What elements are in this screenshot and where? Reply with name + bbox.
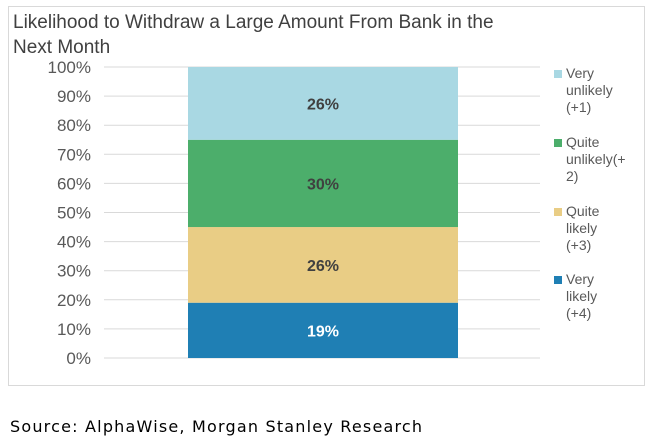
chart-title: Likelihood to Withdraw a Large Amount Fr…: [13, 12, 494, 58]
legend-label: likely: [566, 220, 597, 236]
bar-segment: [188, 227, 458, 303]
legend-label: (+4): [566, 305, 591, 321]
legend-label: (+3): [566, 237, 591, 253]
bar-segment: [188, 302, 458, 358]
legend-label: Very: [566, 65, 594, 81]
legend-label: (+1): [566, 99, 591, 115]
data-labels: 19% 26% 30% 26%: [307, 96, 339, 340]
data-label: 26%: [307, 96, 339, 113]
y-tick-label: 100%: [48, 58, 91, 77]
y-tick-label: 20%: [57, 291, 91, 310]
legend-swatch: [554, 70, 562, 78]
legend-label: Very: [566, 271, 594, 287]
legend-swatch: [554, 208, 562, 216]
y-tick-label: 10%: [57, 320, 91, 339]
y-tick-label: 80%: [57, 116, 91, 135]
y-tick-label: 90%: [57, 87, 91, 106]
y-tick-label: 0%: [66, 349, 91, 368]
bar-segment: [188, 67, 458, 140]
legend: Veryunlikely(+1)Quiteunlikely(+2)Quiteli…: [554, 65, 626, 321]
legend-label: unlikely: [566, 82, 613, 98]
legend-label: 2): [566, 168, 578, 184]
y-tick-label: 30%: [57, 262, 91, 281]
y-axis-ticks: 0% 10% 20% 30% 40% 50% 60% 70% 80% 90% 100%: [48, 58, 91, 368]
data-label: 19%: [307, 323, 339, 340]
legend-swatch: [554, 139, 562, 147]
legend-label: unlikely(+: [566, 151, 626, 167]
legend-swatch: [554, 276, 562, 284]
stacked-bar-chart: 0% 10% 20% 30% 40% 50% 60% 70% 80% 90% 100% 19% 26%…: [48, 58, 626, 368]
y-tick-label: 50%: [57, 204, 91, 223]
y-tick-label: 40%: [57, 233, 91, 252]
bar-segments: [188, 67, 458, 358]
data-label: 26%: [307, 258, 339, 275]
data-label: 30%: [307, 176, 339, 193]
y-tick-label: 60%: [57, 174, 91, 193]
legend-label: likely: [566, 288, 597, 304]
legend-label: Quite: [566, 134, 600, 150]
y-tick-label: 70%: [57, 145, 91, 164]
bar-segment: [188, 139, 458, 228]
legend-label: Quite: [566, 203, 600, 219]
source-note: Source: AlphaWise, Morgan Stanley Resear…: [10, 417, 424, 436]
